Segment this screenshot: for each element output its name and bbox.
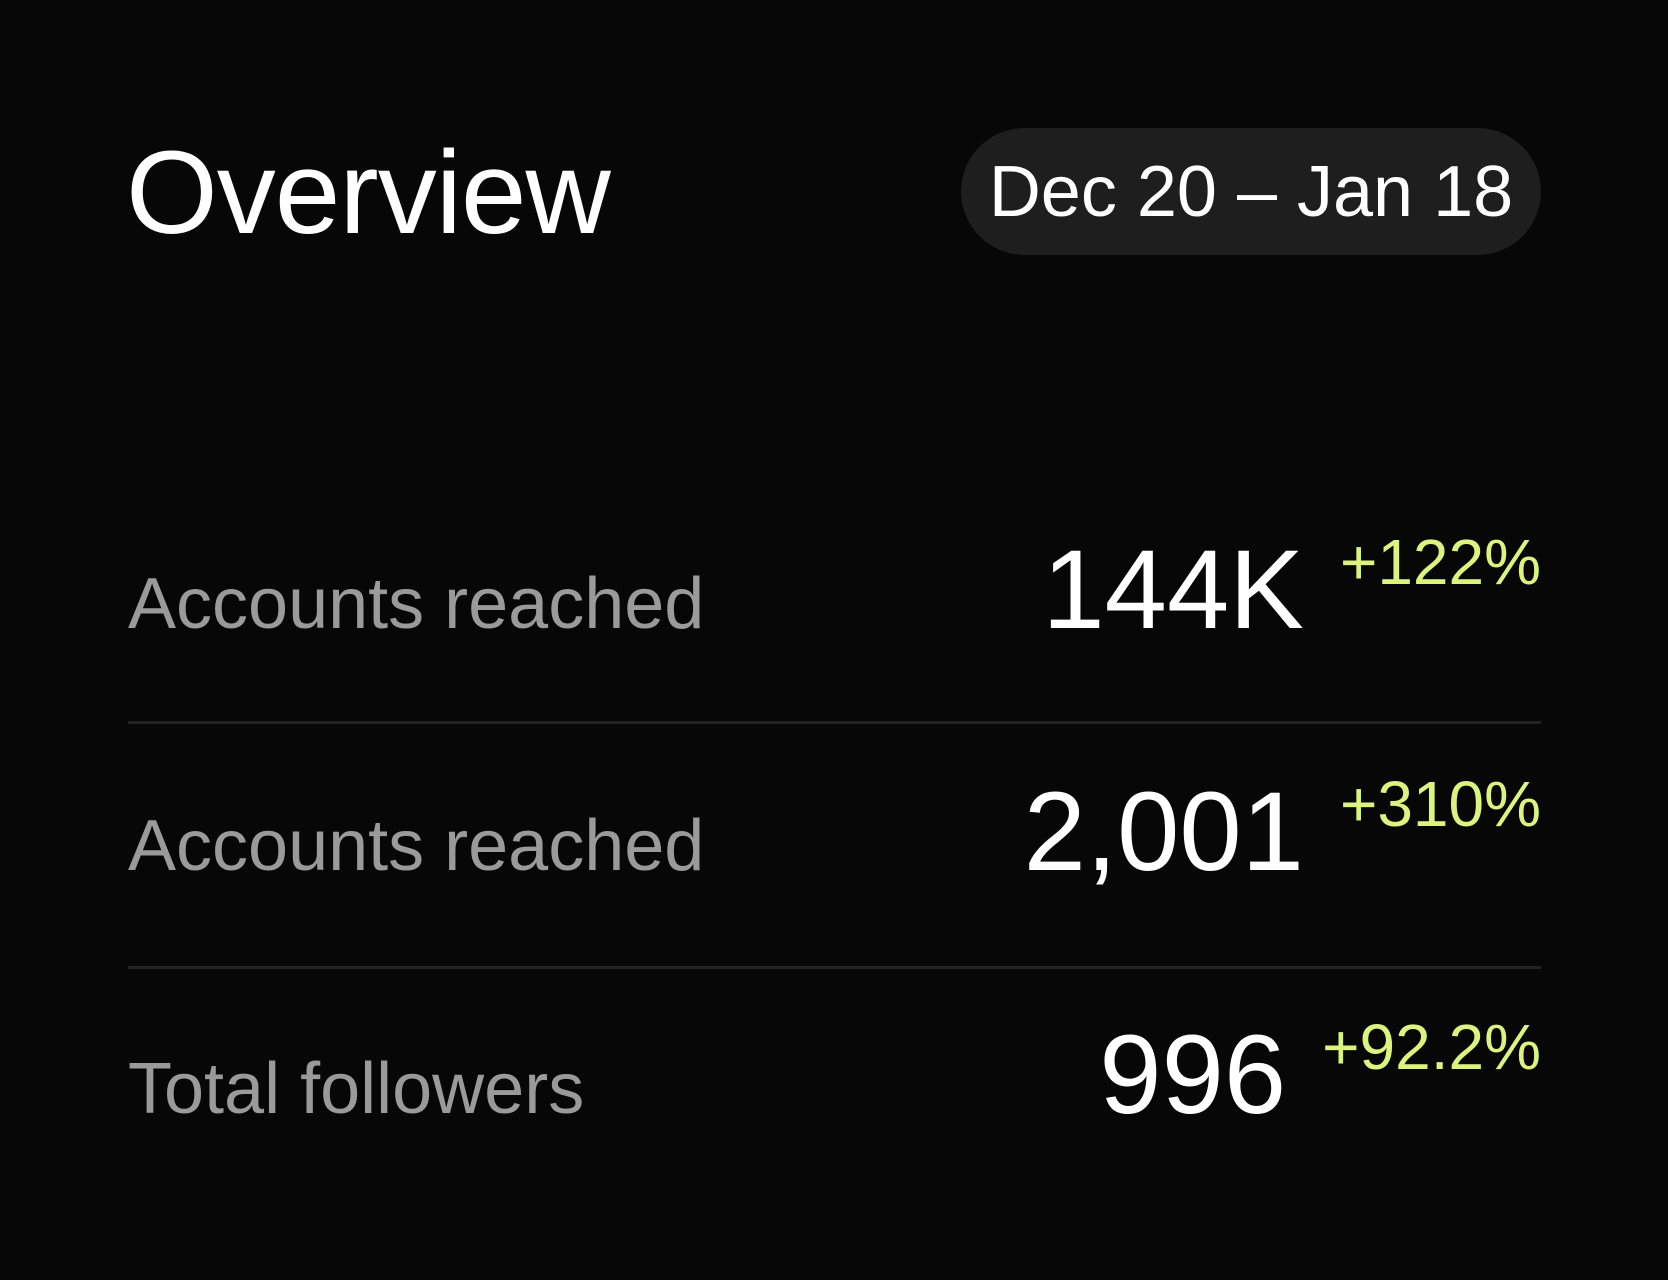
metric-change: +92.2% — [1322, 1011, 1541, 1083]
metric-value: 144K — [1042, 527, 1304, 652]
divider — [128, 966, 1541, 969]
metric-label: Accounts reached — [128, 564, 705, 644]
divider — [128, 721, 1541, 724]
metric-row: Total followers 996 +92.2% — [128, 925, 1541, 1131]
date-range: Dec 20 – Jan 18 — [988, 151, 1514, 232]
title: Overview — [126, 127, 611, 259]
metric-change: +122% — [1339, 526, 1541, 598]
metric-label: Accounts reached — [128, 806, 705, 886]
date-range-button[interactable]: Dec 20 – Jan 18 — [961, 128, 1541, 255]
metric-value-group: 2,001 +310% — [1023, 769, 1541, 894]
metric-value: 2,001 — [1023, 769, 1304, 894]
metric-row: Accounts reached 144K +122% — [128, 440, 1541, 646]
metric-value-group: 144K +122% — [1042, 527, 1541, 652]
metric-label: Total followers — [128, 1049, 585, 1129]
metric-change: +310% — [1339, 768, 1541, 840]
metric-value: 996 — [1099, 1012, 1287, 1137]
metric-value-group: 996 +92.2% — [1099, 1012, 1541, 1137]
metric-row: Accounts reached 2,001 +310% — [128, 682, 1541, 888]
